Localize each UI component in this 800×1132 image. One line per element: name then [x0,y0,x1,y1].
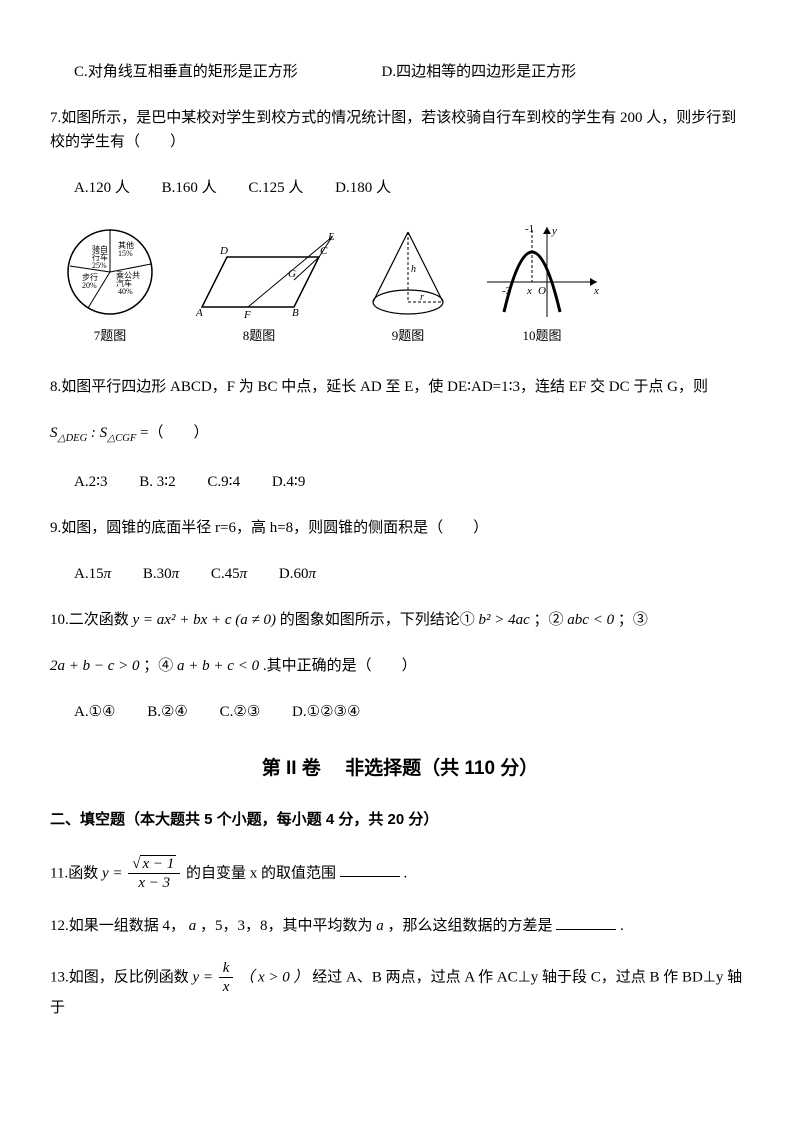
svg-text:y: y [551,225,557,237]
q10-b: B.②④ [147,700,188,724]
q11-blank [340,861,400,877]
q10-options: A.①④ B.②④ C.②③ D.①②③④ [50,700,750,724]
q10-c: C.②③ [220,700,261,724]
figure-9-label: 9题图 [392,326,425,347]
q7-stem: 7.如图所示，是巴中某校对学生到校方式的情况统计图，若该校骑自行车到校的学生有 … [50,106,750,154]
q10-eq4: 2a + b − c > 0 [50,658,140,674]
figure-7-pie: 骑自 行车 25% 其他 15% 乘公共 汽车 40% 步行 20% 7题图 [60,222,160,347]
figure-10-label: 10题图 [522,326,561,347]
figure-9-cone: h r 9题图 [358,222,458,347]
svg-text:A: A [195,307,203,319]
parabola-svg: x y O -3 -1 x [482,222,602,322]
q9-stem: 9.如图，圆锥的底面半径 r=6，高 h=8，则圆锥的侧面积是（ ） [50,516,750,540]
q8-c: C.9∶4 [207,470,240,494]
svg-text:-3: -3 [502,285,512,297]
q6-options: C.对角线互相垂直的矩形是正方形 D.四边相等的四边形是正方形 [50,60,750,84]
q7-a: A.120 人 [74,176,130,200]
figure-7-label: 7题图 [94,326,127,347]
parallelogram-svg: A B C D E F G [184,232,334,322]
q8-options: A.2∶3 B. 3∶2 C.9∶4 D.4∶9 [50,470,750,494]
figures-row: 骑自 行车 25% 其他 15% 乘公共 汽车 40% 步行 20% 7题图 A… [60,222,750,347]
q8-d: D.4∶9 [272,470,306,494]
q7-options: A.120 人 B.160 人 C.125 人 D.180 人 [50,176,750,200]
svg-text:-1: -1 [525,223,534,235]
pie-chart-svg: 骑自 行车 25% 其他 15% 乘公共 汽车 40% 步行 20% [60,222,160,322]
q9-a: A.15π [74,562,111,586]
section-2-subtitle: 二、填空题（本大题共 5 个小题，每小题 4 分，共 20 分） [50,808,750,832]
svg-text:r: r [420,292,424,303]
q12-blank [556,914,616,930]
svg-text:15%: 15% [118,249,133,258]
section-2-title: 第 II 卷 非选择题（共 110 分） [50,754,750,784]
svg-text:B: B [292,307,299,319]
figure-8-parallelogram: A B C D E F G 8题图 [184,232,334,347]
q7-b: B.160 人 [162,176,217,200]
q10-eq3: abc < 0 [567,612,614,628]
q10-eq1: y = ax² + bx + c (a ≠ 0) [133,612,276,628]
svg-text:O: O [538,285,546,297]
svg-text:D: D [219,245,228,257]
svg-text:40%: 40% [118,287,133,296]
q8-b: B. 3∶2 [139,470,175,494]
q6-option-d: D.四边相等的四边形是正方形 [382,60,577,84]
q10-stem-line1: 10.二次函数 y = ax² + bx + c (a ≠ 0) 的图象如图所示… [50,608,750,632]
figure-10-parabola: x y O -3 -1 x 10题图 [482,222,602,347]
svg-text:x: x [526,285,532,297]
q10-eq2: b² > 4ac [479,612,530,628]
q8-ratio: S△DEG : S△CGF [50,425,140,441]
svg-text:E: E [327,232,334,243]
q9-b: B.30π [143,562,179,586]
q10-d: D.①②③④ [292,700,360,724]
q12: 12.如果一组数据 4， a ，5，3，8，其中平均数为 a ，那么这组数据的方… [50,914,750,938]
svg-text:h: h [411,264,416,275]
q8-stem-line2: S△DEG : S△CGF =（ ） [50,421,750,448]
q10-stem-line2: 2a + b − c > 0 ；④ a + b + c < 0 .其中正确的是（… [50,654,750,678]
q8-a: A.2∶3 [74,470,108,494]
q9-c: C.45π [211,562,247,586]
q7-c: C.125 人 [248,176,303,200]
q6-option-c: C.对角线互相垂直的矩形是正方形 [74,60,298,84]
q9-d: D.60π [279,562,316,586]
q7-d: D.180 人 [335,176,391,200]
q13: 13.如图，反比例函数 y = k x （ x > 0 ） 经过 A、B 两点，… [50,960,750,1020]
svg-text:25%: 25% [92,261,107,270]
svg-text:F: F [243,309,251,321]
q13-fraction: k x [219,960,234,996]
q11-fraction: √x − 1 x − 3 [128,856,180,892]
q10-a: A.①④ [74,700,115,724]
svg-text:x: x [593,285,599,297]
figure-8-label: 8题图 [243,326,276,347]
cone-svg: h r [358,222,458,322]
svg-text:20%: 20% [82,281,97,290]
svg-text:G: G [288,268,296,280]
q11: 11.函数 y = √x − 1 x − 3 的自变量 x 的取值范围 . [50,856,750,892]
q9-options: A.15π B.30π C.45π D.60π [50,562,750,586]
svg-text:C: C [320,245,328,257]
q10-eq5: a + b + c < 0 [177,658,259,674]
q8-stem-line1: 8.如图平行四边形 ABCD，F 为 BC 中点，延长 AD 至 E，使 DE∶… [50,375,750,399]
